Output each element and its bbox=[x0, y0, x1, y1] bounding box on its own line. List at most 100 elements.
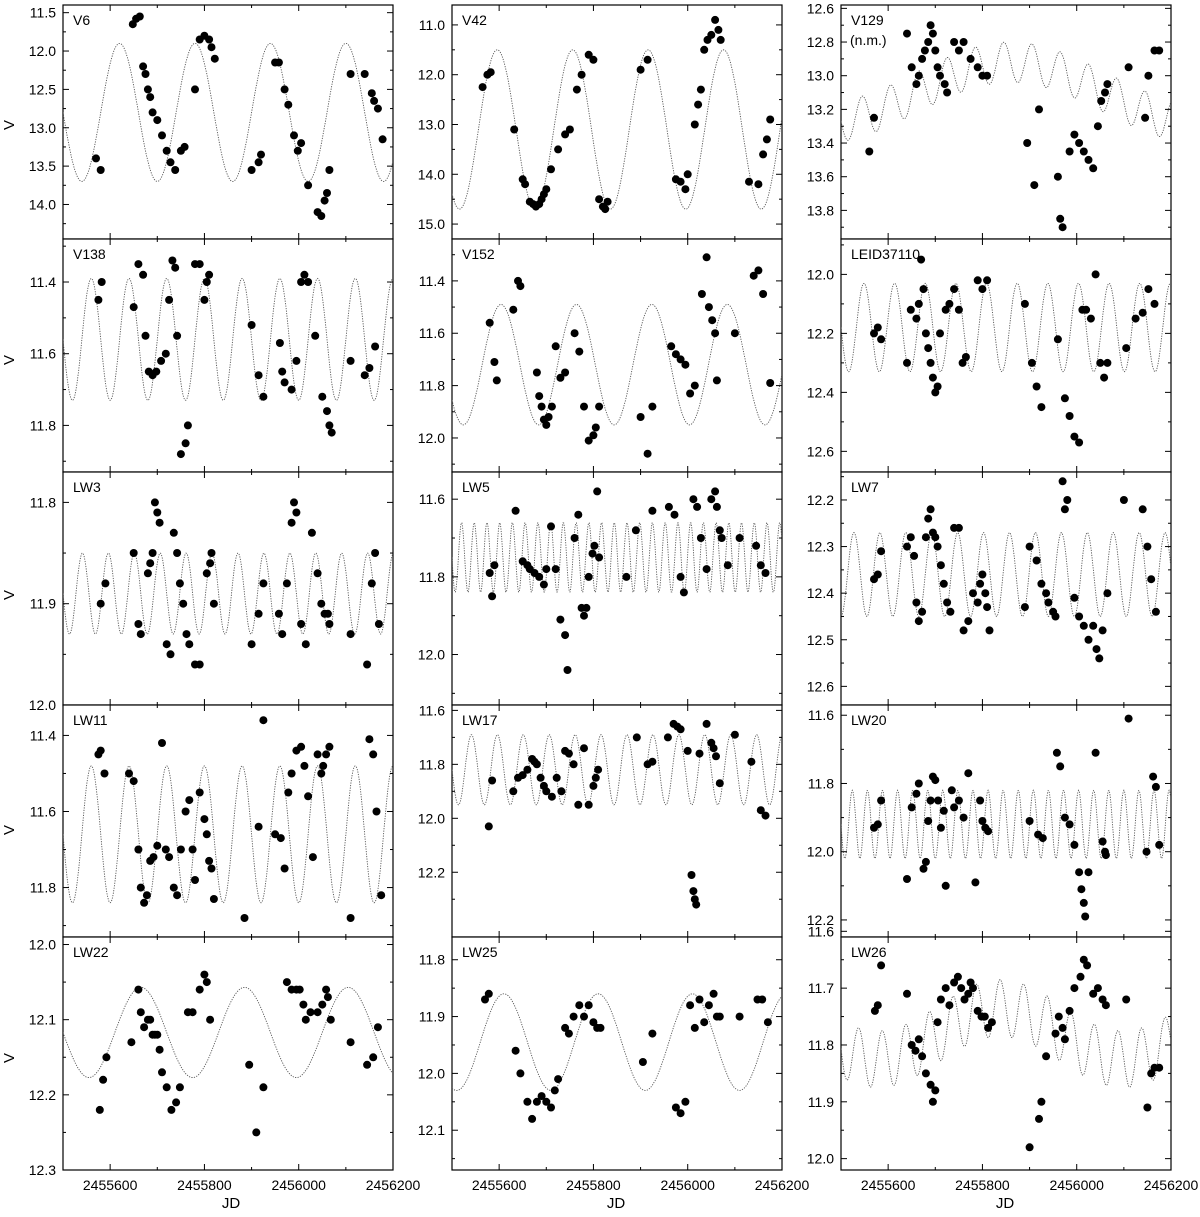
data-point bbox=[971, 878, 980, 887]
data-point bbox=[648, 757, 657, 766]
data-point bbox=[920, 46, 929, 55]
data-point bbox=[873, 323, 882, 332]
data-point bbox=[99, 1075, 108, 1084]
y-tick-label: 12.1 bbox=[418, 1122, 445, 1138]
data-point bbox=[601, 205, 610, 214]
data-point bbox=[563, 666, 572, 674]
data-point bbox=[1089, 164, 1098, 173]
data-point bbox=[535, 572, 544, 581]
data-point bbox=[945, 299, 954, 308]
data-point bbox=[129, 303, 138, 312]
data-point bbox=[371, 549, 380, 557]
data-point bbox=[1095, 654, 1104, 663]
panel-label: LW7 bbox=[851, 479, 879, 495]
data-point bbox=[926, 358, 935, 367]
data-point bbox=[478, 83, 487, 92]
data-point bbox=[542, 787, 551, 796]
data-point bbox=[134, 985, 143, 994]
panel-label: LW11 bbox=[73, 712, 108, 728]
data-point bbox=[542, 185, 551, 194]
y-tick-label: 13.8 bbox=[807, 202, 834, 218]
data-point bbox=[957, 984, 966, 993]
data-point bbox=[536, 773, 545, 782]
data-point bbox=[1070, 984, 1079, 993]
data-point bbox=[903, 29, 911, 38]
data-point bbox=[325, 742, 334, 751]
y-tick-label: 12.3 bbox=[807, 539, 834, 555]
data-point bbox=[547, 402, 556, 411]
y-tick-label: 11.6 bbox=[30, 346, 56, 362]
data-point bbox=[257, 150, 265, 159]
panel-lw5: 11.6 11.8 12.0 LW5 bbox=[418, 471, 783, 706]
panel-frame bbox=[840, 4, 1172, 240]
data-point bbox=[346, 70, 355, 78]
data-point bbox=[1070, 840, 1079, 849]
data-point bbox=[165, 295, 174, 304]
figure-axis-titles: JD JD JD V V V V V bbox=[1, 120, 1014, 1212]
data-point bbox=[139, 270, 148, 279]
data-point bbox=[157, 356, 166, 365]
data-point bbox=[941, 881, 950, 890]
y-axis-title-row2: V bbox=[1, 355, 18, 365]
data-point bbox=[162, 640, 171, 649]
data-point bbox=[313, 750, 322, 759]
data-point bbox=[570, 329, 579, 338]
data-point bbox=[1124, 63, 1133, 72]
data-point bbox=[280, 85, 289, 94]
data-point bbox=[148, 108, 157, 117]
data-point bbox=[274, 58, 283, 67]
data-point bbox=[290, 498, 298, 507]
data-point bbox=[1065, 147, 1074, 156]
y-tick-label: 15.0 bbox=[418, 216, 445, 232]
data-point bbox=[950, 285, 959, 294]
data-point bbox=[960, 995, 969, 1004]
data-point bbox=[292, 356, 301, 365]
data-point bbox=[912, 598, 921, 607]
data-point bbox=[711, 15, 720, 24]
data-point bbox=[127, 1038, 136, 1047]
y-tick-label: 11.6 bbox=[419, 491, 445, 507]
data-point bbox=[299, 1000, 308, 1009]
data-point bbox=[690, 120, 699, 129]
data-point bbox=[985, 626, 994, 635]
data-point bbox=[717, 534, 726, 542]
data-point bbox=[702, 719, 711, 728]
data-point bbox=[752, 541, 761, 550]
data-point bbox=[697, 290, 706, 298]
data-point bbox=[1144, 285, 1153, 294]
panel-label: V129 bbox=[851, 12, 884, 28]
y-tick-label: 11.7 bbox=[808, 980, 834, 996]
data-point bbox=[311, 331, 320, 340]
data-point bbox=[766, 115, 775, 124]
data-point bbox=[1138, 505, 1147, 514]
data-point bbox=[924, 817, 933, 825]
y-tick-label: 12.5 bbox=[29, 81, 56, 97]
data-point bbox=[984, 1023, 993, 1032]
x-tick-label: 2456200 bbox=[755, 1177, 810, 1193]
data-point bbox=[537, 1092, 546, 1101]
data-point bbox=[676, 725, 685, 734]
data-point bbox=[981, 589, 990, 598]
data-point bbox=[631, 526, 640, 535]
data-point bbox=[155, 1045, 164, 1054]
data-point bbox=[943, 598, 952, 607]
data-point bbox=[210, 54, 219, 63]
data-point bbox=[346, 914, 355, 922]
data-point bbox=[129, 777, 138, 786]
data-points bbox=[485, 253, 775, 458]
data-point bbox=[317, 769, 326, 778]
data-point bbox=[176, 845, 185, 854]
data-point bbox=[150, 498, 159, 507]
data-point bbox=[378, 135, 387, 144]
data-point bbox=[168, 256, 177, 265]
data-point bbox=[1058, 477, 1067, 486]
y-tick-label: 12.2 bbox=[418, 864, 445, 880]
data-point bbox=[648, 402, 657, 411]
data-point bbox=[681, 1097, 690, 1106]
data-point bbox=[319, 761, 328, 770]
data-point bbox=[557, 787, 566, 796]
data-point bbox=[958, 358, 967, 367]
data-point bbox=[966, 54, 975, 63]
data-point bbox=[94, 295, 103, 304]
data-point bbox=[535, 392, 544, 401]
